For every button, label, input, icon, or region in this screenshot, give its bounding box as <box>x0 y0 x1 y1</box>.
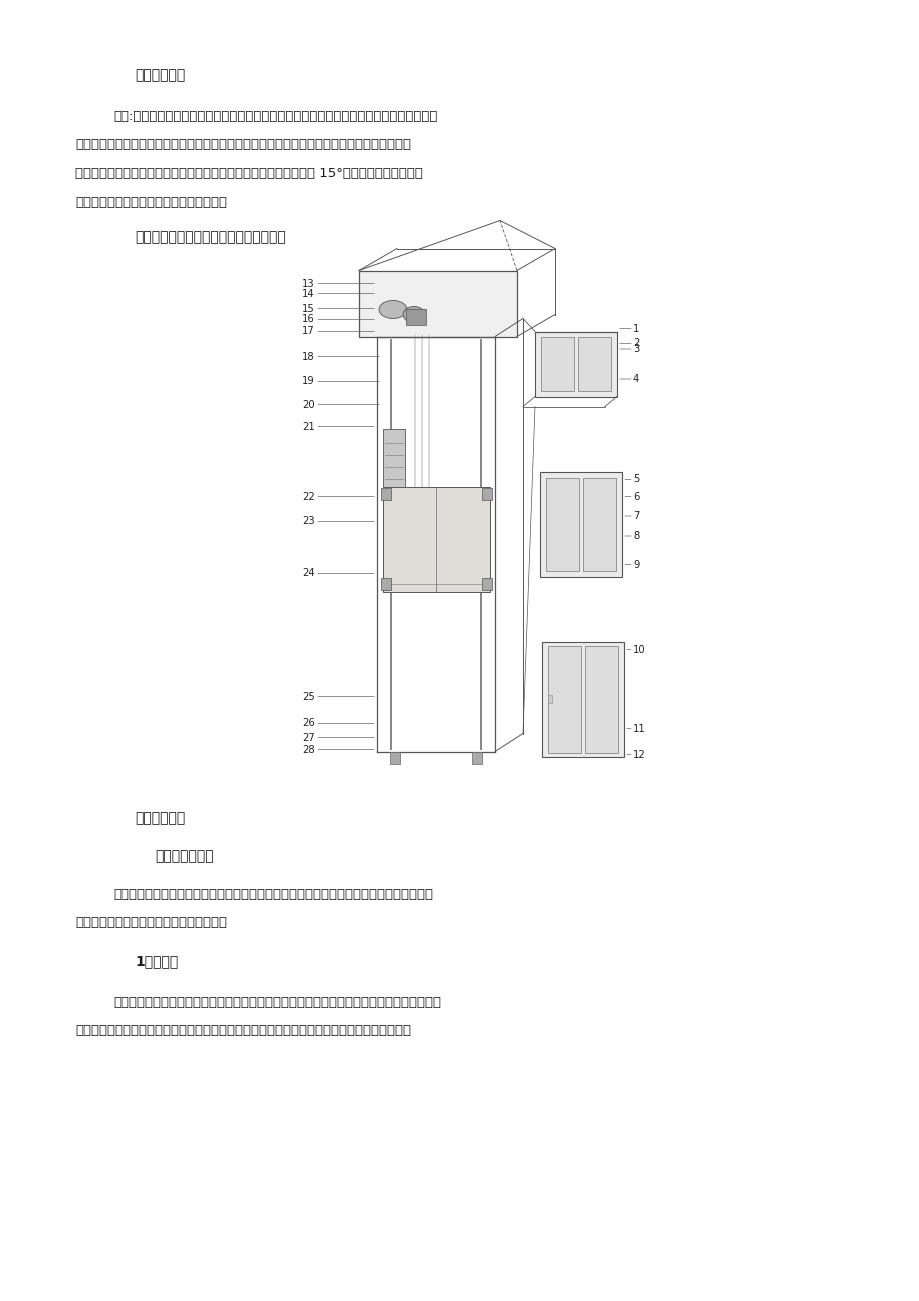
Text: 25: 25 <box>302 692 314 701</box>
Ellipse shape <box>403 307 425 323</box>
Text: 7: 7 <box>632 511 639 520</box>
Bar <box>583 477 616 571</box>
Text: 17: 17 <box>302 327 314 337</box>
Bar <box>535 332 617 397</box>
Text: 21: 21 <box>302 422 314 432</box>
Bar <box>541 641 623 756</box>
Text: 26: 26 <box>302 718 314 729</box>
Bar <box>380 488 391 501</box>
Text: 23: 23 <box>302 516 314 527</box>
Text: 13: 13 <box>302 278 314 289</box>
Text: 分有：曳引轮、曳引绳、导向轮、反绳轮。: 分有：曳引轮、曳引绳、导向轮、反绳轮。 <box>75 916 227 929</box>
Bar <box>539 471 621 576</box>
Bar <box>382 487 490 592</box>
Text: 5: 5 <box>632 475 639 484</box>
Text: 尺寸与结构形式便于乘客出入或装卸货物。: 尺寸与结构形式便于乘客出入或装卸货物。 <box>75 195 227 208</box>
Bar <box>548 695 551 703</box>
Bar <box>545 477 578 571</box>
Text: 22: 22 <box>302 492 314 501</box>
Bar <box>482 488 492 501</box>
Bar <box>390 752 400 764</box>
Text: 14: 14 <box>302 289 314 298</box>
Bar <box>358 271 516 337</box>
Text: 9: 9 <box>632 559 639 570</box>
Text: 也有台阶式，踏步板装在履带上连续运行，俗称自动电梯。轿厢式电梯是服务于规定楼层的固定: 也有台阶式，踏步板装在履带上连续运行，俗称自动电梯。轿厢式电梯是服务于规定楼层的… <box>75 138 411 151</box>
Bar <box>540 337 573 390</box>
Text: 4: 4 <box>632 373 639 384</box>
Text: （一）曳引系统: （一）曳引系统 <box>154 850 213 864</box>
Text: 电梯:是一种以电动机为动力的垂直升降机，装有筱状吸舱，用于多层建筑乘人或载运货物。: 电梯:是一种以电动机为动力的垂直升降机，装有筱状吸舱，用于多层建筑乘人或载运货物… <box>113 111 437 124</box>
Text: 二、基本结构（应包括产品结构示意图）: 二、基本结构（应包括产品结构示意图） <box>135 230 286 245</box>
Bar <box>471 752 482 764</box>
Bar <box>577 337 610 390</box>
Text: 2: 2 <box>632 338 639 349</box>
Text: 曳引机是电梯的主要拖动机械，它驱动电梯的轿厢和对重装置做上下运动。其组成部分包括：: 曳引机是电梯的主要拖动机械，它驱动电梯的轿厢和对重装置做上下运动。其组成部分包括… <box>113 997 440 1010</box>
Text: 1、曳引机: 1、曳引机 <box>135 954 178 968</box>
Text: 8: 8 <box>632 531 639 541</box>
Bar <box>382 428 404 487</box>
Ellipse shape <box>379 301 406 319</box>
Text: 28: 28 <box>302 744 314 755</box>
Bar <box>482 578 492 589</box>
Text: 12: 12 <box>632 749 645 760</box>
Text: 6: 6 <box>632 492 639 501</box>
Text: 三、工作原理: 三、工作原理 <box>135 812 185 826</box>
Bar <box>380 578 391 589</box>
Bar <box>405 310 425 324</box>
Text: 20: 20 <box>302 399 314 410</box>
Text: 24: 24 <box>302 569 314 579</box>
Text: 11: 11 <box>632 723 645 734</box>
Text: 18: 18 <box>302 351 314 362</box>
Bar <box>390 338 391 749</box>
Text: 1: 1 <box>632 324 639 333</box>
Text: 电梯曳引系统的作用是输出并传递动力，从而使电梯完成向上或向下的运动。其主要组成部: 电梯曳引系统的作用是输出并传递动力，从而使电梯完成向上或向下的运动。其主要组成部 <box>113 887 433 900</box>
Bar <box>548 645 581 752</box>
Text: 式升降设备。它具有一个轿厢，运行在至少两列垂直的或倾斜角小于 15°的刚性导轨之间。轿厢: 式升降设备。它具有一个轿厢，运行在至少两列垂直的或倾斜角小于 15°的刚性导轨之… <box>75 167 423 180</box>
Bar <box>584 645 618 752</box>
Bar <box>479 338 482 749</box>
Text: 27: 27 <box>302 732 314 743</box>
Text: 3: 3 <box>632 343 639 354</box>
Text: 15: 15 <box>302 303 314 314</box>
Text: 10: 10 <box>632 644 645 654</box>
Text: 19: 19 <box>302 376 314 386</box>
Text: 曳引电动机、制动器、减速筱、曳引轮和底座。根据需要有的曳引机还装有冷却风机、速度反馈: 曳引电动机、制动器、减速筱、曳引轮和底座。根据需要有的曳引机还装有冷却风机、速度… <box>75 1024 411 1037</box>
Text: 16: 16 <box>302 315 314 324</box>
Text: 一、主要用途: 一、主要用途 <box>135 68 185 82</box>
